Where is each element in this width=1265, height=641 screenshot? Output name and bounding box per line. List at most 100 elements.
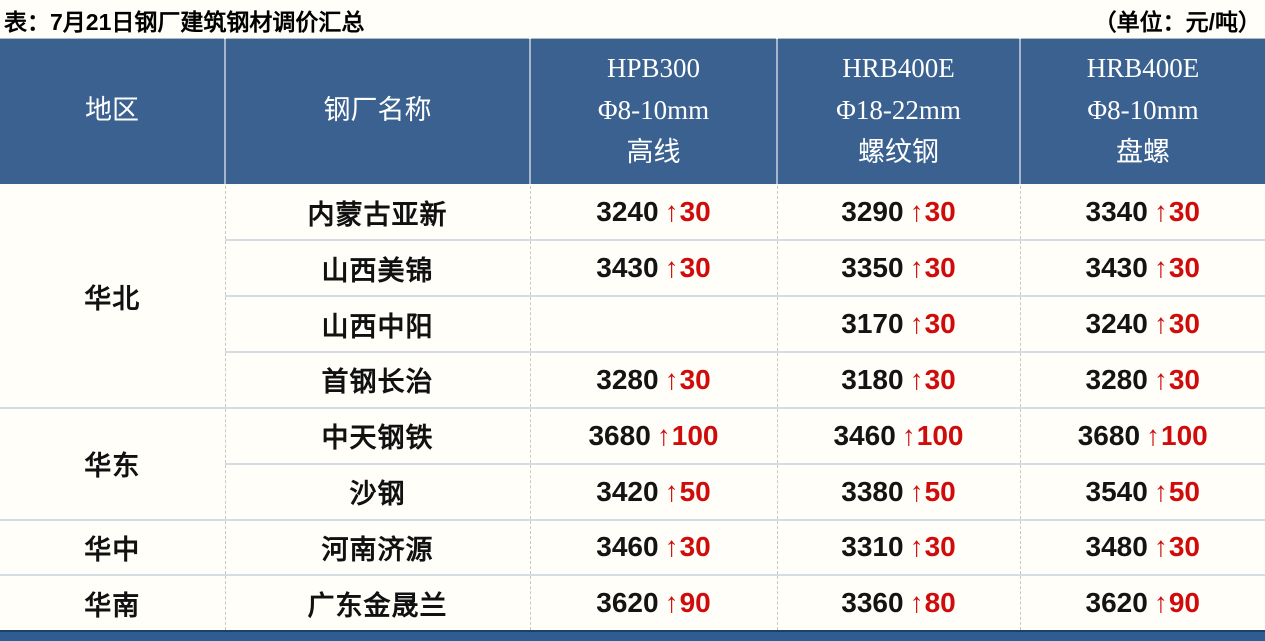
up-arrow-icon: ↑ xyxy=(664,531,679,563)
up-arrow-icon: ↑ xyxy=(1153,531,1168,563)
price-value: 3240 xyxy=(596,196,659,228)
price-change: 30 xyxy=(924,363,956,395)
price-value: 3280 xyxy=(596,363,659,395)
price-cell: 3430 ↑30 xyxy=(1019,239,1265,297)
price-value: 3620 xyxy=(596,587,659,619)
price-cell: 3460 ↑30 xyxy=(529,518,777,576)
price-change: 50 xyxy=(1168,475,1200,507)
up-arrow-icon: ↑ xyxy=(664,475,679,507)
price-cell: 3290 ↑30 xyxy=(776,184,1020,241)
price-cell: 3180 ↑30 xyxy=(776,351,1020,408)
price-value: 3290 xyxy=(841,196,904,228)
column-header-line: 盘螺 xyxy=(1116,137,1170,168)
price-cell: 3240 ↑30 xyxy=(529,184,777,241)
region-cell: 华北 xyxy=(0,184,226,408)
column-header-line: Φ8-10mm xyxy=(597,95,710,126)
up-arrow-icon: ↑ xyxy=(901,419,916,451)
price-value: 3680 xyxy=(588,419,651,451)
region-cell: 华东 xyxy=(0,406,226,520)
table-row: 沙钢 3420 ↑50 3380 ↑50 3540 ↑50 xyxy=(0,462,1265,520)
price-change: 30 xyxy=(679,531,711,563)
price-cell: 3420 ↑50 xyxy=(529,462,777,520)
price-change: 100 xyxy=(1161,419,1208,451)
price-cell: 3240 ↑30 xyxy=(1019,295,1265,353)
table-row: 首钢长治 3280 ↑30 3180 ↑30 3280 ↑30 xyxy=(0,351,1265,408)
price-cell: 3680 ↑100 xyxy=(1019,406,1265,464)
price-cell: 3170 ↑30 xyxy=(776,295,1020,353)
table-header-row: 地区 钢厂名称 HPB300 Φ8-10mm 高线 HRB400E Φ18-22mm 螺纹钢 H… xyxy=(0,38,1265,186)
unit-label: （单位：元/吨） xyxy=(1093,9,1261,35)
up-arrow-icon: ↑ xyxy=(909,587,924,619)
price-value: 3350 xyxy=(841,252,904,284)
column-header-line: Φ18-22mm xyxy=(836,95,961,126)
price-change: 30 xyxy=(924,531,956,563)
table-row: 山西中阳 3170 ↑30 3240 ↑30 xyxy=(0,295,1265,353)
price-change: 90 xyxy=(679,587,711,619)
up-arrow-icon: ↑ xyxy=(909,196,924,228)
column-header-1: 钢厂名称 xyxy=(224,38,530,186)
up-arrow-icon: ↑ xyxy=(1153,252,1168,284)
column-header-0: 地区 xyxy=(0,38,225,186)
price-value: 3340 xyxy=(1085,196,1148,228)
price-cell: 3480 ↑30 xyxy=(1019,518,1265,576)
price-cell: 3340 ↑30 xyxy=(1019,184,1265,241)
price-cell: 3350 ↑30 xyxy=(776,239,1020,297)
price-value: 3310 xyxy=(841,531,904,563)
up-arrow-icon: ↑ xyxy=(909,363,924,395)
mill-name-cell: 沙钢 xyxy=(225,462,530,520)
price-value: 3420 xyxy=(596,475,659,507)
table-row: 华北 内蒙古亚新 3240 ↑30 3290 ↑30 3340 ↑30 xyxy=(0,184,1265,408)
mill-name-cell: 广东金晟兰 xyxy=(224,574,530,630)
mill-name-cell: 山西中阳 xyxy=(225,295,530,353)
price-cell: 3310 ↑30 xyxy=(776,518,1020,576)
price-change: 100 xyxy=(671,419,719,451)
column-header-3: HRB400E Φ18-22mm 螺纹钢 xyxy=(776,38,1020,186)
up-arrow-icon: ↑ xyxy=(656,419,671,451)
price-value: 3620 xyxy=(1085,587,1148,619)
price-cell: 3380 ↑50 xyxy=(776,462,1020,520)
price-change: 30 xyxy=(1168,252,1200,284)
price-cell: 3460 ↑100 xyxy=(776,406,1020,464)
column-header-line: Φ8-10mm xyxy=(1087,95,1199,126)
price-change: 80 xyxy=(924,587,956,619)
mill-name-cell: 首钢长治 xyxy=(225,351,530,408)
up-arrow-icon: ↑ xyxy=(909,475,924,507)
up-arrow-icon: ↑ xyxy=(1153,475,1168,507)
table-row: 华东 中天钢铁 3680 ↑100 3460 ↑100 3680 ↑100 xyxy=(0,406,1265,520)
price-change: 30 xyxy=(924,252,956,284)
up-arrow-icon: ↑ xyxy=(909,308,924,340)
mill-name-cell: 山西美锦 xyxy=(225,239,530,297)
price-value: 3280 xyxy=(1085,363,1148,395)
page-title: 表：7月21日钢厂建筑钢材调价汇总 xyxy=(4,9,365,35)
price-change: 30 xyxy=(924,308,956,340)
price-change: 50 xyxy=(924,475,956,507)
price-change: 30 xyxy=(679,363,711,395)
price-cell xyxy=(529,295,777,353)
up-arrow-icon: ↑ xyxy=(1153,363,1168,395)
price-value: 3240 xyxy=(1085,308,1148,340)
price-value: 3180 xyxy=(841,363,904,395)
price-value: 3480 xyxy=(1085,531,1148,563)
price-value: 3430 xyxy=(1085,252,1148,284)
price-change: 100 xyxy=(916,419,964,451)
column-header-line: 高线 xyxy=(626,137,681,168)
price-table: 地区 钢厂名称 HPB300 Φ8-10mm 高线 HRB400E Φ18-22mm 螺纹钢 H… xyxy=(0,38,1265,630)
price-change: 90 xyxy=(1168,587,1200,619)
column-header-line: 地区 xyxy=(85,95,139,126)
up-arrow-icon: ↑ xyxy=(664,252,679,284)
price-cell: 3680 ↑100 xyxy=(529,406,777,464)
price-cell: 3620 ↑90 xyxy=(529,574,777,630)
price-change: 30 xyxy=(679,196,711,228)
region-cell: 华中 xyxy=(0,518,226,576)
column-header-4: HRB400E Φ8-10mm 盘螺 xyxy=(1019,38,1265,186)
mill-name-cell: 河南济源 xyxy=(224,518,530,576)
region-cell: 华南 xyxy=(0,574,226,630)
bottom-bar xyxy=(0,630,1265,641)
up-arrow-icon: ↑ xyxy=(909,252,924,284)
up-arrow-icon: ↑ xyxy=(664,363,679,395)
price-change: 30 xyxy=(679,252,711,284)
up-arrow-icon: ↑ xyxy=(664,587,679,619)
up-arrow-icon: ↑ xyxy=(909,531,924,563)
column-header-line: HRB400E xyxy=(842,53,955,84)
column-header-line: 螺纹钢 xyxy=(858,137,939,168)
